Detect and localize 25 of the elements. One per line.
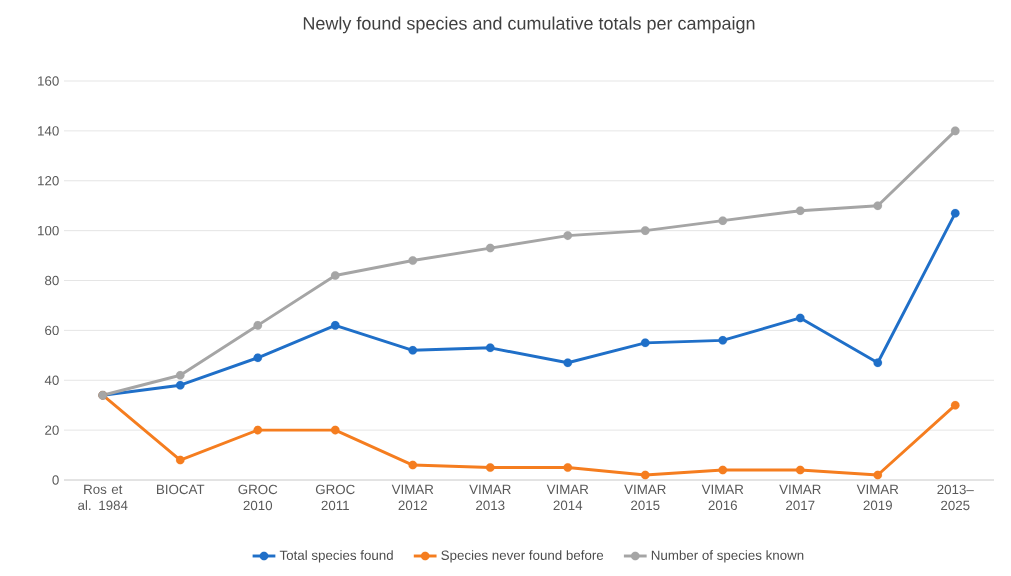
legend-label: Total species found bbox=[279, 550, 393, 563]
legend-label: Species never found before bbox=[441, 550, 604, 563]
y-tick-label: 60 bbox=[45, 325, 59, 336]
x-tick-label: VIMAR 2019 bbox=[856, 484, 899, 511]
x-tick-label: GROC 2010 bbox=[238, 484, 278, 511]
x-tick-label: VIMAR 2014 bbox=[546, 484, 589, 511]
x-tick-label: VIMAR 2013 bbox=[469, 484, 511, 511]
y-tick-label: 140 bbox=[38, 126, 59, 136]
chart-title: Newly found species and cumulative totals per campaign bbox=[303, 16, 755, 34]
y-tick-label: 160 bbox=[38, 76, 59, 86]
y-tick-label: 20 bbox=[45, 425, 59, 435]
x-tick-label: VIMAR 2015 bbox=[624, 484, 666, 511]
x-tick-label: 2013–2025 bbox=[937, 484, 974, 511]
legend-label: Number of species known bbox=[651, 550, 804, 563]
y-tick-label: 0 bbox=[52, 475, 59, 485]
x-tick-label: VIMAR 2017 bbox=[779, 484, 821, 511]
x-tick-label: Ros et al. 1984 bbox=[78, 484, 128, 511]
y-tick-label: 80 bbox=[45, 275, 59, 286]
x-tick-label: GROC 2011 bbox=[315, 484, 355, 511]
y-tick-label: 100 bbox=[38, 225, 59, 236]
x-tick-label: VIMAR 2016 bbox=[701, 484, 744, 511]
x-tick-label: VIMAR 2012 bbox=[391, 484, 434, 511]
y-tick-label: 120 bbox=[38, 176, 59, 186]
x-tick-label: BIOCAT bbox=[157, 484, 205, 495]
y-tick-label: 40 bbox=[44, 375, 59, 385]
